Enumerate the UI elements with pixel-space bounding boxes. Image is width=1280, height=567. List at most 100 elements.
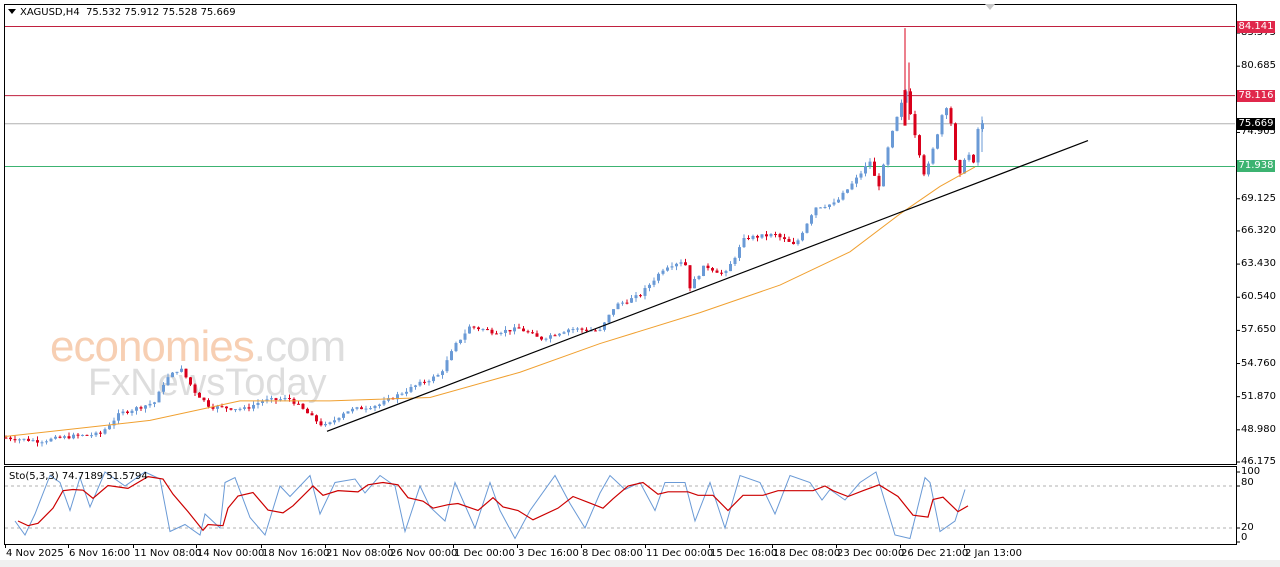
candle-body	[949, 108, 953, 124]
ascending-trendline	[326, 139, 1089, 432]
time-axis-label: 26 Dec 21:00	[901, 548, 969, 559]
time-axis-label: 15 Dec 16:00	[710, 548, 778, 559]
candle-body	[468, 326, 471, 334]
candle-body	[481, 329, 485, 331]
candle-body	[801, 232, 804, 241]
time-axis-label: 18 Dec 08:00	[773, 548, 841, 559]
stochastic-pane[interactable]	[4, 466, 1237, 545]
ohlc-values: 75.532 75.912 75.528 75.669	[86, 7, 236, 18]
candle-body	[189, 377, 192, 385]
candle-body	[684, 262, 687, 266]
time-axis-tick	[645, 544, 646, 548]
candle-body	[855, 177, 858, 184]
candle-body	[787, 239, 791, 242]
candle-body	[918, 135, 921, 156]
candle-body	[63, 436, 66, 438]
candle-body	[666, 267, 669, 271]
time-axis-label: 6 Nov 16:00	[69, 548, 131, 559]
candle-body	[27, 438, 30, 441]
candle-body	[216, 406, 219, 409]
candle-body	[477, 327, 480, 330]
candle-body	[958, 159, 962, 174]
candle-body	[211, 406, 215, 409]
candle-body	[265, 399, 269, 402]
candle-body	[967, 154, 971, 160]
time-axis-tick	[900, 544, 901, 548]
candle-body	[432, 376, 435, 382]
stochastic-k-line	[14, 471, 966, 540]
candle-body	[693, 278, 696, 289]
candle-body	[670, 266, 674, 268]
candle-body	[238, 408, 242, 410]
dropdown-triangle-icon[interactable]	[8, 9, 16, 14]
candle-body	[648, 284, 651, 289]
chart-header: XAGUSD,H4 75.532 75.912 75.528 75.669	[8, 7, 236, 18]
candle-body	[333, 420, 336, 423]
candle-body	[454, 343, 458, 352]
chart-shift-marker-icon[interactable]	[985, 4, 995, 10]
candle-body	[18, 439, 21, 441]
candle-body	[279, 399, 282, 401]
candle-body	[400, 393, 404, 395]
candle-body	[976, 129, 980, 163]
candle-body	[72, 434, 75, 439]
candle-body	[697, 276, 701, 279]
candle-body	[873, 161, 876, 176]
candle-body	[621, 302, 624, 304]
time-axis-tick	[68, 544, 69, 548]
candle-body	[396, 394, 399, 400]
candle-body	[409, 386, 413, 392]
time-axis-label: 2 Jan 13:00	[965, 548, 1022, 559]
candle-body	[765, 234, 768, 237]
time-axis-tick	[325, 544, 326, 548]
candle-body	[373, 405, 377, 409]
price-tag: 71.938	[1237, 160, 1275, 173]
time-axis-tick	[581, 544, 582, 548]
candle-body	[936, 134, 939, 149]
stochastic-label: Sto(5,3,3) 74.7189 51.5794	[9, 471, 148, 482]
candle-body	[517, 327, 521, 329]
candle-body	[531, 332, 534, 334]
candle-body	[103, 429, 107, 434]
candle-body	[22, 438, 26, 440]
candle-body	[193, 384, 197, 393]
candle-body	[760, 234, 764, 238]
candle-body	[175, 371, 179, 373]
candle-body	[13, 439, 17, 441]
candle-body	[652, 280, 656, 285]
candle-body	[288, 398, 291, 400]
candle-body	[571, 329, 575, 331]
candle-body	[441, 371, 444, 376]
candle-body	[607, 314, 611, 323]
candle-body	[954, 123, 957, 160]
candle-body	[720, 272, 723, 274]
candle-body	[436, 375, 440, 377]
candle-body	[504, 329, 507, 333]
price-axis-label: 51.870	[1241, 390, 1276, 402]
candle-body	[171, 372, 174, 378]
price-axis-label: 57.650	[1241, 324, 1276, 336]
candle-body	[963, 159, 966, 174]
candle-body	[558, 333, 561, 336]
candle-body	[378, 404, 381, 406]
candle-body	[522, 328, 525, 332]
candle-body	[828, 204, 831, 207]
candle-body	[108, 425, 111, 430]
candle-body	[166, 377, 170, 385]
price-chart-pane[interactable]	[4, 4, 1237, 465]
candle-body	[459, 339, 462, 344]
candle-body	[819, 207, 822, 209]
time-axis-tick	[836, 544, 837, 548]
candle-body	[486, 329, 489, 331]
candle-body	[423, 381, 426, 383]
time-axis-tick	[261, 544, 262, 548]
candle-body	[234, 409, 237, 411]
candle-body	[724, 271, 728, 273]
candle-body	[634, 295, 638, 299]
status-bar	[0, 560, 1280, 567]
candle-body	[630, 298, 633, 303]
candle-body	[31, 440, 35, 442]
candle-body	[778, 234, 782, 238]
time-axis-tick	[389, 544, 390, 548]
candle-body	[877, 175, 881, 187]
